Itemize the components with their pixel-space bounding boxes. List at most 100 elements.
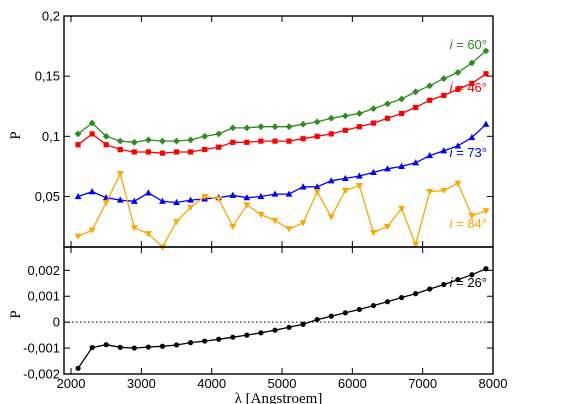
data-point xyxy=(356,306,362,313)
data-point xyxy=(313,118,321,126)
data-point xyxy=(300,321,306,327)
series-label: i = 84° xyxy=(450,216,487,231)
data-point xyxy=(116,171,124,178)
data-point xyxy=(398,294,405,301)
y-axis-label: P xyxy=(8,310,24,318)
data-point xyxy=(314,133,320,139)
data-point xyxy=(469,80,475,86)
data-point xyxy=(384,299,391,305)
series-line xyxy=(77,123,487,204)
data-point xyxy=(483,71,489,77)
data-point xyxy=(74,233,82,240)
data-point xyxy=(257,211,265,219)
data-point xyxy=(202,338,208,344)
data-point xyxy=(342,127,348,133)
series-label-rest: = 60° xyxy=(453,37,487,52)
data-point xyxy=(131,345,137,351)
y-tick-label: 0 xyxy=(53,315,60,330)
data-point xyxy=(370,120,377,126)
data-point xyxy=(384,223,391,231)
data-point xyxy=(187,340,194,346)
data-point xyxy=(327,177,335,184)
data-point xyxy=(412,241,420,249)
y-tick-label: 0,2 xyxy=(42,9,60,24)
data-point xyxy=(103,142,109,148)
data-point xyxy=(257,192,265,200)
data-point xyxy=(299,120,307,128)
data-point xyxy=(384,165,391,172)
data-point xyxy=(215,130,223,138)
data-point xyxy=(271,123,279,131)
y-tick-label: -0,002 xyxy=(23,367,60,382)
data-point xyxy=(384,100,391,108)
data-point xyxy=(440,75,448,82)
data-point xyxy=(299,220,307,227)
data-point xyxy=(88,227,96,234)
data-point xyxy=(229,223,237,231)
data-point xyxy=(271,190,279,197)
data-point xyxy=(370,302,377,309)
data-point xyxy=(427,97,433,103)
data-point xyxy=(454,69,462,76)
data-point xyxy=(173,219,180,226)
data-point xyxy=(159,197,166,204)
data-point xyxy=(74,192,82,200)
data-point xyxy=(300,136,306,142)
data-point xyxy=(173,198,180,206)
x-tick-label: 6000 xyxy=(338,376,367,391)
data-point xyxy=(398,205,405,213)
data-point xyxy=(454,142,462,149)
x-axis-label: λ [Angstroem] xyxy=(235,391,323,404)
data-point xyxy=(412,159,420,166)
series-label-italic: i xyxy=(450,37,454,52)
data-point xyxy=(187,204,194,211)
data-point xyxy=(342,310,348,316)
series-label: i = 60° xyxy=(450,37,487,52)
data-point xyxy=(130,197,138,204)
data-point xyxy=(145,344,151,350)
data-point xyxy=(468,133,476,141)
data-point xyxy=(244,332,250,338)
data-point xyxy=(216,144,222,150)
data-point xyxy=(187,196,194,203)
data-point xyxy=(286,138,292,144)
plot-frame xyxy=(63,15,494,248)
data-point xyxy=(187,149,194,155)
data-point xyxy=(88,119,96,127)
data-point xyxy=(455,86,461,92)
data-point xyxy=(229,124,237,132)
data-point xyxy=(413,291,419,297)
series-label-italic: i xyxy=(450,80,454,95)
data-point xyxy=(201,193,209,201)
series-label: i = 73° xyxy=(450,145,487,160)
data-point xyxy=(130,138,138,146)
data-point xyxy=(454,180,462,187)
data-point xyxy=(117,344,123,350)
data-point xyxy=(341,174,349,182)
data-point xyxy=(144,231,152,238)
data-point xyxy=(244,139,250,145)
data-point xyxy=(201,132,209,140)
data-point xyxy=(159,150,166,156)
data-point xyxy=(370,168,377,176)
series-label-rest: = 26° xyxy=(453,275,487,290)
data-point xyxy=(202,146,208,153)
data-point xyxy=(216,336,222,342)
series-label-rest: = 84° xyxy=(453,216,487,231)
data-point xyxy=(482,47,490,55)
data-point xyxy=(328,313,334,319)
data-point xyxy=(285,190,293,197)
data-point xyxy=(468,59,476,67)
data-point xyxy=(441,92,447,99)
data-point xyxy=(229,191,237,198)
data-point xyxy=(243,124,251,132)
data-point xyxy=(102,199,110,207)
series-label: i = 46° xyxy=(450,80,487,95)
data-point xyxy=(413,104,419,111)
series-line xyxy=(77,171,487,249)
data-point xyxy=(398,162,405,169)
series-label-rest: = 46° xyxy=(453,80,487,95)
data-point xyxy=(427,286,433,292)
data-point xyxy=(145,149,151,155)
